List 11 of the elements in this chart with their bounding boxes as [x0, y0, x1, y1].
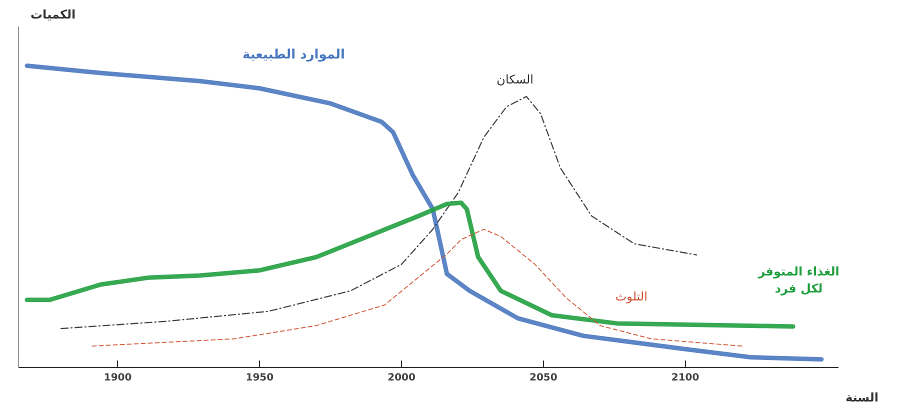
x-tick-label: 2050	[529, 372, 558, 384]
x-tick-label: 2100	[671, 372, 700, 384]
text: التلوث	[615, 290, 648, 304]
x-tick-label: 2000	[388, 372, 416, 384]
text: الغذاء المتوفر لكل فرد	[757, 264, 840, 296]
x-tick-label: 1900	[104, 372, 132, 384]
x-axis-title: السنة	[845, 390, 879, 404]
series-label: الموارد الطبيعية	[242, 48, 345, 63]
series-label: السكان	[496, 72, 534, 86]
y-axis-title: الكميات	[30, 8, 76, 22]
x-tick-label: 1950	[246, 372, 274, 384]
